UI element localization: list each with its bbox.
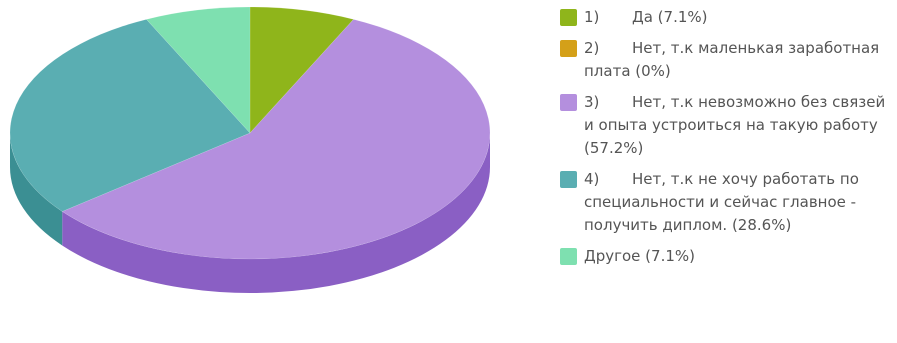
legend-item-5[interactable]: Другое (7.1%)	[560, 245, 895, 268]
legend-swatch	[560, 40, 577, 57]
legend-swatch	[560, 9, 577, 26]
slice-4-side	[10, 133, 63, 246]
slice-1[interactable]	[249, 6, 355, 134]
legend-number: 2)	[584, 39, 600, 57]
legend-label: Другое (7.1%)	[584, 247, 695, 265]
legend-label: Нет, т.к не хочу работать по специальнос…	[584, 170, 859, 234]
slice-5[interactable]	[145, 6, 251, 134]
legend-item-2[interactable]: 2) Нет, т.к маленькая заработная плата (0…	[560, 37, 895, 83]
legend-label: Нет, т.к маленькая заработная плата (0%)	[584, 39, 880, 80]
legend-number: 3)	[584, 93, 600, 111]
legend-item-3[interactable]: 3) Нет, т.к невозможно без связей и опыта…	[560, 91, 895, 160]
legend-number: 1)	[584, 8, 600, 26]
slice-3-side	[62, 133, 491, 294]
pie-chart	[9, 6, 491, 294]
legend-label: Да (7.1%)	[632, 8, 708, 26]
legend-swatch	[560, 171, 577, 188]
legend-swatch	[560, 248, 577, 265]
slice-4[interactable]	[9, 19, 251, 212]
legend-item-1[interactable]: 1) Да (7.1%)	[560, 6, 895, 29]
legend-label: Нет, т.к невозможно без связей и опыта у…	[584, 93, 886, 157]
legend-swatch	[560, 94, 577, 111]
legend-item-4[interactable]: 4) Нет, т.к не хочу работать по специальн…	[560, 168, 895, 237]
legend: 1) Да (7.1%) 2) Нет, т.к маленькая заработн…	[560, 6, 895, 276]
legend-number: 4)	[584, 170, 600, 188]
slice-3[interactable]	[61, 19, 491, 260]
